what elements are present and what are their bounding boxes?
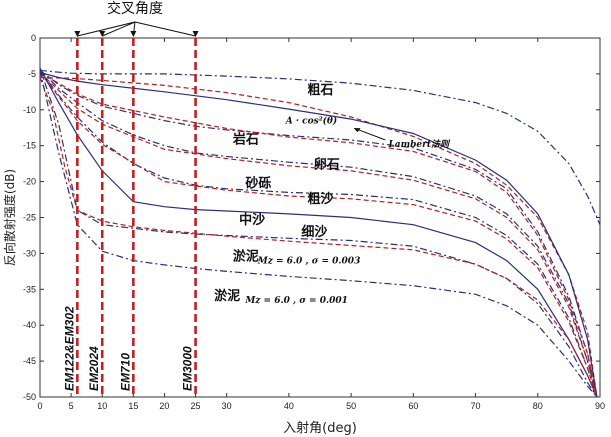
lambert-label: Lambert法则 (387, 139, 451, 150)
x-tick-label: 15 (128, 401, 138, 411)
crossing-arrowhead-0 (74, 31, 81, 37)
silt-params-1: Mz = 6.0 , σ = 0.001 (244, 296, 348, 306)
lambert-arrow (354, 128, 386, 141)
crossing-angle-annotation: 交叉角度 (74, 0, 199, 37)
series-line-10 (39, 68, 598, 398)
vline-label-2: EM710 (118, 353, 132, 391)
vline-label-0: EM122&EM302 (62, 306, 76, 391)
annotation-2: 卵石 (314, 157, 340, 173)
x-tick-label: 50 (346, 401, 356, 411)
y-tick-label: -30 (23, 248, 36, 258)
annotation-7: 淤泥 (233, 249, 259, 265)
x-tick-label: 70 (471, 401, 481, 411)
y-axis-label: 反向散射强度(dB) (2, 169, 17, 266)
x-tick-label: 10 (97, 401, 107, 411)
x-tick-label: 0 (37, 401, 42, 411)
annotation-0: 粗石 (308, 82, 334, 98)
y-tick-label: -40 (23, 320, 36, 330)
lambert-arrowhead (353, 128, 361, 133)
series-line-6 (39, 72, 598, 398)
crossing-arrow-1 (102, 21, 136, 37)
crossing-arrowhead-3 (192, 31, 199, 37)
y-tick-label: -45 (23, 356, 36, 366)
y-tick-label: -15 (23, 141, 36, 151)
annotation-4: 粗沙 (308, 191, 334, 207)
series-line-0 (39, 69, 601, 225)
y-tick-label: -5 (28, 69, 36, 79)
silt-params-0: Mz = 6.0 , σ = 0.003 (257, 256, 361, 266)
x-tick-label: 40 (284, 401, 294, 411)
crossing-arrowhead-2 (130, 31, 137, 37)
crossing-arrow-0 (77, 21, 136, 37)
crossing-arrow-3 (134, 21, 196, 37)
y-tick-label: -25 (23, 213, 36, 223)
y-tick-label: -35 (23, 284, 36, 294)
x-axis-label: 入射角(deg) (283, 420, 357, 436)
series-line-5 (39, 69, 598, 398)
y-tick-label: 0 (31, 33, 36, 43)
series-line-2 (39, 71, 598, 398)
y-tick-label: -20 (23, 177, 36, 187)
series-line-3 (39, 69, 598, 398)
annotation-8: 淤泥 (214, 288, 240, 304)
x-tick-label: 60 (408, 401, 418, 411)
annotation-5: 中沙 (239, 212, 265, 228)
x-tick-label: 25 (191, 401, 201, 411)
series-line-8 (39, 72, 598, 398)
y-tick-label: -50 (23, 392, 36, 402)
x-tick-label: 80 (533, 401, 543, 411)
annotation-6: 细沙 (301, 224, 327, 240)
y-tick-label: -10 (23, 105, 36, 115)
series-line-9 (39, 67, 598, 398)
annotation-1: 岩石 (232, 132, 259, 148)
series-line-11 (39, 77, 598, 398)
x-tick-label: 20 (159, 401, 169, 411)
x-tick-label: 5 (69, 401, 74, 411)
x-tick-label: 30 (222, 401, 232, 411)
series-line-7 (39, 69, 598, 398)
plot-area: 0-5-10-15-20-25-30-35-40-45-500 5 10 15 20 25… (23, 33, 605, 411)
x-tick-label: 90 (595, 401, 605, 411)
crossing-angle-title: 交叉角度 (107, 0, 163, 17)
series-line-12 (39, 70, 598, 398)
vline-label-3: EM3000 (181, 346, 195, 391)
annotation-3: 砂砾 (244, 175, 271, 191)
crossing-arrowhead-1 (99, 31, 106, 37)
formula-label: A · cos²(θ) (285, 115, 337, 126)
series-line-4 (39, 71, 598, 398)
vline-label-1: EM2024 (87, 346, 101, 391)
